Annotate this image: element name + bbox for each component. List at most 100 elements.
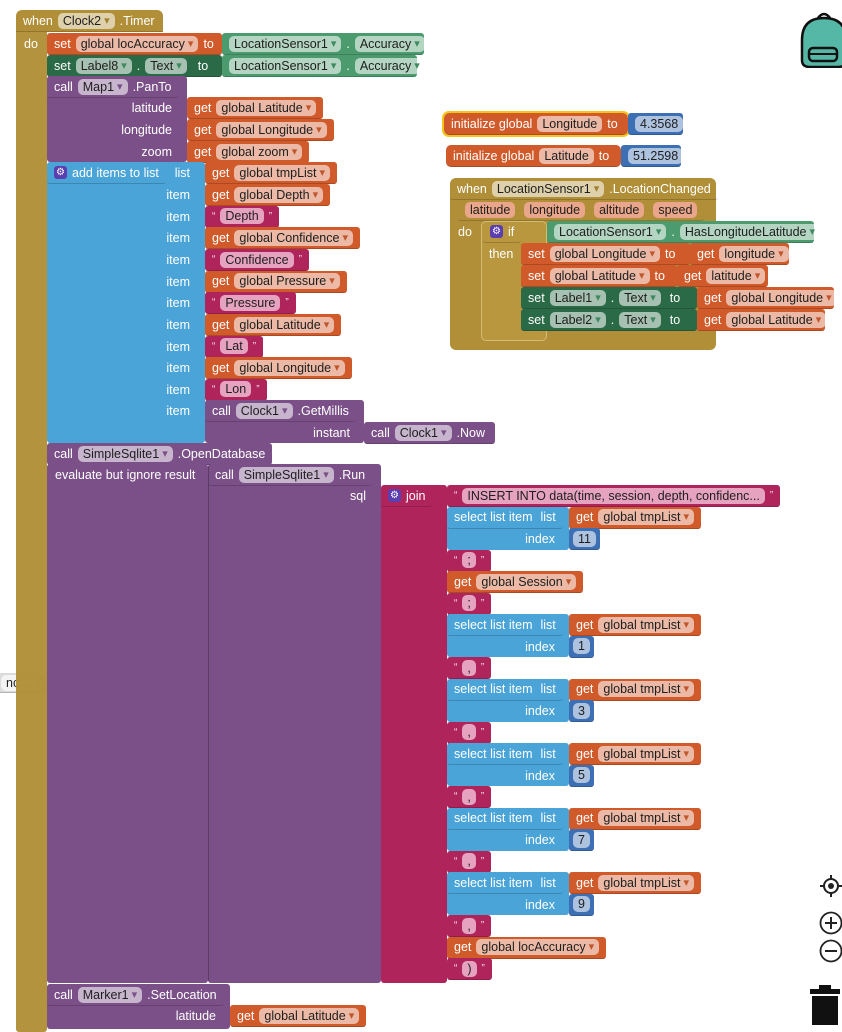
get-global-tmplist[interactable]: get global tmpList <box>569 872 702 894</box>
number-field[interactable]: 51.2598 <box>628 147 684 164</box>
variable-dropdown[interactable]: global Latitude <box>726 311 827 328</box>
variable-dropdown[interactable]: global tmpList <box>598 745 695 762</box>
param-speed[interactable]: speed <box>653 201 698 218</box>
property-dropdown[interactable]: Accuracy <box>354 57 425 74</box>
text-value[interactable]: Confidence <box>220 251 294 268</box>
item-get-block[interactable]: get global Pressure <box>205 270 347 293</box>
add-items-to-list-block[interactable] <box>47 162 205 443</box>
component-dropdown[interactable]: Marker1 <box>77 986 143 1003</box>
property-dropdown[interactable]: Text <box>619 311 661 328</box>
number-field[interactable]: 1 <box>573 638 590 654</box>
join-text-block[interactable]: “ INSERT INTO data(time, session, depth, … <box>447 485 781 507</box>
init-global-latitude[interactable]: initialize global Latitude to <box>446 145 621 167</box>
get-global-latitude[interactable]: get global Latitude <box>697 309 827 331</box>
get-global-tmplist[interactable]: get global tmpList <box>569 506 702 529</box>
item-text-block[interactable]: “ Depth ” <box>205 205 280 228</box>
component-dropdown[interactable]: Label1 <box>549 289 606 306</box>
mutator-gear-icon[interactable]: ⚙ <box>54 166 67 179</box>
variable-dropdown[interactable]: global Session <box>476 573 577 590</box>
index-number-block[interactable]: 3 <box>569 700 594 722</box>
set-global-longitude[interactable]: set global Longitude to <box>521 243 690 265</box>
index-number-block[interactable]: 9 <box>569 893 594 916</box>
variable-dropdown[interactable]: global Latitude <box>234 316 335 333</box>
join-text-block[interactable]: “) ” <box>447 958 492 980</box>
get-longitude[interactable]: get longitude <box>690 243 789 265</box>
open-database-block[interactable]: call SimpleSqlite1 .OpenDatabase <box>47 443 272 465</box>
sqlite-run-block[interactable] <box>208 464 381 983</box>
select-list-item-block[interactable] <box>447 614 569 657</box>
variable-dropdown[interactable]: global Longitude <box>216 121 327 138</box>
variable-dropdown[interactable]: global tmpList <box>234 164 331 181</box>
text-value[interactable]: ) <box>462 960 477 977</box>
property-dropdown[interactable]: Text <box>145 57 187 74</box>
get-global-tmplist[interactable]: get global tmpList <box>205 162 338 184</box>
locationsensor-accuracy-getter[interactable]: LocationSensor1 . Accuracy <box>222 55 425 77</box>
variable-dropdown[interactable]: longitude <box>719 245 789 262</box>
get-global-tmplist[interactable]: get global tmpList <box>569 614 702 636</box>
variable-dropdown[interactable]: global tmpList <box>598 616 695 633</box>
text-value[interactable]: INSERT INTO data(time, session, depth, c… <box>462 487 765 504</box>
number-field[interactable]: 7 <box>573 831 590 848</box>
set-label8-text-block[interactable]: set Label8 . Text to <box>47 55 222 77</box>
number-field[interactable]: 4.3568 <box>635 115 684 132</box>
set-label2-text[interactable]: set Label2 . Text to <box>521 309 697 331</box>
property-dropdown[interactable]: Accuracy <box>354 35 425 52</box>
component-dropdown[interactable]: Clock1 <box>235 402 293 419</box>
text-value[interactable]: , <box>462 659 476 676</box>
variable-name-field[interactable]: Longitude <box>537 115 603 132</box>
backpack-icon[interactable] <box>798 10 842 68</box>
component-dropdown[interactable]: LocationSensor1 <box>229 35 342 52</box>
select-list-item-block[interactable] <box>447 678 569 722</box>
join-text-block[interactable]: “, ” <box>447 786 492 808</box>
component-dropdown[interactable]: LocationSensor1 <box>554 223 667 240</box>
param-latitude[interactable]: latitude <box>465 201 516 218</box>
variable-dropdown[interactable]: global Depth <box>234 186 324 203</box>
component-dropdown[interactable]: Clock1 <box>394 424 452 441</box>
item-get-block[interactable]: get global Latitude <box>205 314 342 336</box>
component-dropdown[interactable]: Map1 <box>77 78 128 95</box>
variable-dropdown[interactable]: global Longitude <box>726 289 837 306</box>
select-list-item-block[interactable] <box>447 807 569 851</box>
text-value[interactable]: Pressure <box>220 294 281 311</box>
item-get-block[interactable]: get global Confidence <box>205 227 360 249</box>
param-altitude[interactable]: altitude <box>594 201 645 218</box>
join-block[interactable] <box>381 485 447 983</box>
clock-now-block[interactable]: call Clock1 .Now <box>364 422 495 444</box>
get-global-tmplist[interactable]: get global tmpList <box>569 678 702 701</box>
timer-event-header[interactable]: when Clock2 .Timer <box>16 10 163 32</box>
item-text-block[interactable]: “ Confidence ” <box>205 249 309 271</box>
variable-dropdown[interactable]: global tmpList <box>598 509 695 525</box>
variable-dropdown[interactable]: global locAccuracy <box>75 35 199 52</box>
variable-dropdown[interactable]: global Longitude <box>234 359 345 376</box>
text-value[interactable]: , <box>462 724 476 740</box>
has-longitude-latitude-getter[interactable]: LocationSensor1 . HasLongitudeLatitude <box>547 221 820 243</box>
select-list-item-block[interactable] <box>447 743 569 786</box>
evaluate-ignore-block[interactable] <box>47 464 208 983</box>
get-global-latitude[interactable]: get global Latitude <box>230 1005 367 1027</box>
variable-dropdown[interactable]: global Latitude <box>259 1007 360 1024</box>
component-dropdown[interactable]: SimpleSqlite1 <box>77 445 173 462</box>
text-value[interactable]: Depth <box>220 208 264 224</box>
variable-dropdown[interactable]: global Latitude <box>549 267 650 284</box>
index-number-block[interactable]: 1 <box>569 635 594 658</box>
join-get-block[interactable]: get global locAccuracy <box>447 936 607 959</box>
join-text-block[interactable]: “, ” <box>447 721 492 744</box>
number-field[interactable]: 11 <box>573 530 596 547</box>
number-block[interactable]: 51.2598 <box>621 145 684 167</box>
variable-dropdown[interactable]: global Confidence <box>234 229 353 246</box>
mutator-gear-icon[interactable]: ⚙ <box>490 225 503 238</box>
join-text-block[interactable]: “, ” <box>447 850 492 873</box>
variable-dropdown[interactable]: global tmpList <box>598 874 695 891</box>
item-text-block[interactable]: “ Pressure ” <box>205 292 296 314</box>
param-longitude[interactable]: longitude <box>524 201 586 218</box>
number-block[interactable]: 4.3568 <box>628 113 684 135</box>
recenter-icon[interactable] <box>820 875 842 897</box>
get-global-longitude[interactable]: get global Longitude <box>187 119 334 141</box>
init-global-longitude[interactable]: initialize global Longitude to <box>442 111 630 137</box>
get-global-zoom[interactable]: get global zoom <box>187 141 310 163</box>
component-dropdown[interactable]: SimpleSqlite1 <box>238 466 334 483</box>
text-value[interactable]: ; <box>462 552 476 568</box>
item-get-block[interactable]: get global Depth <box>205 184 331 206</box>
text-value[interactable]: , <box>462 853 476 869</box>
select-list-item-block[interactable] <box>447 506 569 550</box>
